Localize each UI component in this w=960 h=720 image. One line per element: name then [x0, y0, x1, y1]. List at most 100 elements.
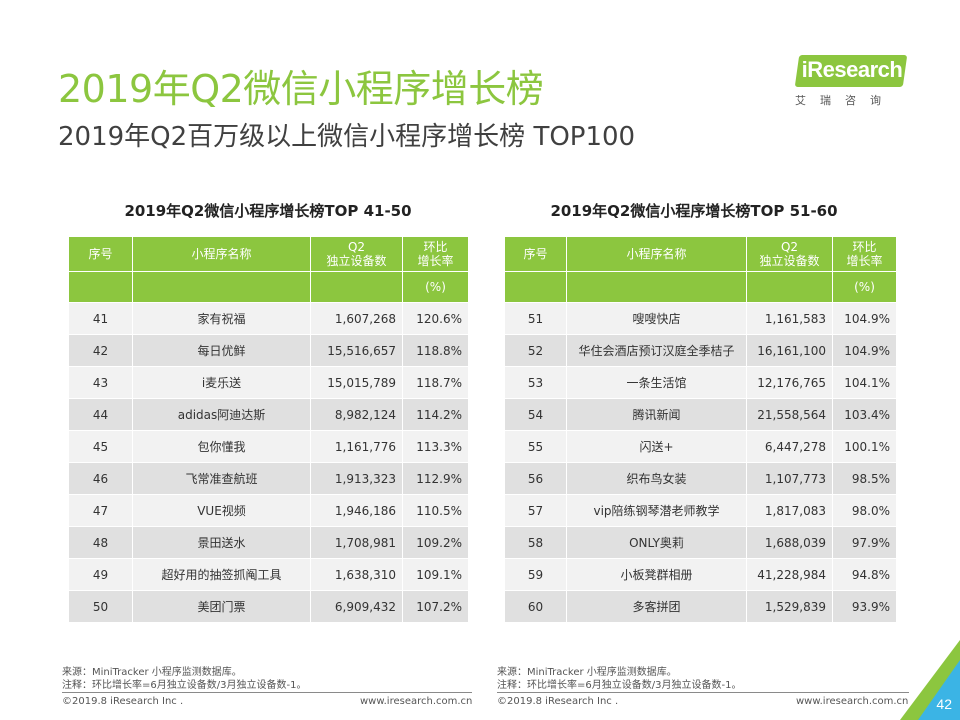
- header-row: 序号 小程序名称 Q2 独立设备数 环比 增长率: [504, 236, 897, 272]
- rank-header: 序号: [504, 236, 567, 272]
- devices-cell: 1,638,310: [310, 558, 403, 591]
- name-cell: 华住会酒店预订汉庭全季桔子: [566, 334, 747, 367]
- rank-header: 序号: [68, 236, 133, 272]
- table-row: 56 织布鸟女装 1,107,773 98.5%: [504, 462, 897, 495]
- table-row: 42 每日优鲜 15,516,657 118.8%: [68, 334, 469, 367]
- rank-cell: 51: [504, 302, 567, 335]
- growth-cell: 107.2%: [402, 590, 469, 623]
- formula-note: 注释：环比增长率=6月独立设备数/3月独立设备数-1。: [497, 680, 742, 691]
- iresearch-logo: iResearch 艾瑞咨询: [793, 52, 913, 112]
- table-row: 55 闪送+ 6,447,278 100.1%: [504, 430, 897, 463]
- growth-cell: 118.7%: [402, 366, 469, 399]
- rank-cell: 44: [68, 398, 133, 431]
- rank-cell: 45: [68, 430, 133, 463]
- devices-cell: 15,015,789: [310, 366, 403, 399]
- growth-cell: 104.1%: [832, 366, 897, 399]
- growth-cell: 98.5%: [832, 462, 897, 495]
- devices-cell: 1,946,186: [310, 494, 403, 527]
- devices-cell: 1,913,323: [310, 462, 403, 495]
- devices-cell: 21,558,564: [746, 398, 833, 431]
- unit-label: (%): [402, 271, 469, 303]
- growth-cell: 112.9%: [402, 462, 469, 495]
- devices-cell: 8,982,124: [310, 398, 403, 431]
- rank-cell: 46: [68, 462, 133, 495]
- page-title: 2019年Q2微信小程序增长榜: [58, 67, 544, 111]
- table-row: 53 一条生活馆 12,176,765 104.1%: [504, 366, 897, 399]
- name-cell: 多客拼团: [566, 590, 747, 623]
- growth-cell: 100.1%: [832, 430, 897, 463]
- growth-cell: 109.1%: [402, 558, 469, 591]
- name-cell: vip陪练钢琴潜老师教学: [566, 494, 747, 527]
- name-cell: 织布鸟女装: [566, 462, 747, 495]
- growth-cell: 93.9%: [832, 590, 897, 623]
- copyright: ©2019.8 iResearch Inc .: [62, 696, 184, 707]
- table-row: 48 景田送水 1,708,981 109.2%: [68, 526, 469, 559]
- name-cell: 景田送水: [132, 526, 311, 559]
- unit-label: (%): [832, 271, 897, 303]
- table-body: 41 家有祝福 1,607,268 120.6% 42 每日优鲜 15,516,657 118…: [68, 302, 469, 623]
- growth-cell: 94.8%: [832, 558, 897, 591]
- ranking-table-41-50: 序号 小程序名称 Q2 独立设备数 环比 增长率 (%) 41 家有祝福 1,607…: [68, 236, 469, 623]
- rank-cell: 47: [68, 494, 133, 527]
- growth-header-line1: 环比: [423, 240, 448, 254]
- table-row: 45 包你懂我 1,161,776 113.3%: [68, 430, 469, 463]
- page-number: 42: [936, 696, 952, 712]
- devices-header-line1: Q2: [347, 240, 366, 254]
- growth-cell: 104.9%: [832, 334, 897, 367]
- name-cell: 美团门票: [132, 590, 311, 623]
- growth-cell: 109.2%: [402, 526, 469, 559]
- name-header: 小程序名称: [132, 236, 311, 272]
- table-row: 57 vip陪练钢琴潜老师教学 1,817,083 98.0%: [504, 494, 897, 527]
- table-row: 51 嗖嗖快店 1,161,583 104.9%: [504, 302, 897, 335]
- rank-cell: 56: [504, 462, 567, 495]
- name-cell: 包你懂我: [132, 430, 311, 463]
- formula-note: 注释：环比增长率=6月独立设备数/3月独立设备数-1。: [62, 680, 307, 691]
- header-row: 序号 小程序名称 Q2 独立设备数 环比 增长率: [68, 236, 469, 272]
- table-row: 59 小板凳群相册 41,228,984 94.8%: [504, 558, 897, 591]
- table-row: 50 美团门票 6,909,432 107.2%: [68, 590, 469, 623]
- table-body: 51 嗖嗖快店 1,161,583 104.9% 52 华住会酒店预订汉庭全季桔子 16,1…: [504, 302, 897, 623]
- rank-cell: 55: [504, 430, 567, 463]
- website-link[interactable]: www.iresearch.com.cn: [360, 696, 473, 707]
- devices-cell: 1,161,776: [310, 430, 403, 463]
- growth-header-line2: 增长率: [846, 254, 883, 268]
- name-cell: 嗖嗖快店: [566, 302, 747, 335]
- rank-cell: 48: [68, 526, 133, 559]
- rank-cell: 58: [504, 526, 567, 559]
- devices-header-line2: 独立设备数: [759, 254, 820, 268]
- logo-tagline: 艾瑞咨询: [795, 94, 895, 107]
- table-row: 47 VUE视频 1,946,186 110.5%: [68, 494, 469, 527]
- name-cell: 小板凳群相册: [566, 558, 747, 591]
- table-row: 60 多客拼团 1,529,839 93.9%: [504, 590, 897, 623]
- table-row: 46 飞常准查航班 1,913,323 112.9%: [68, 462, 469, 495]
- table-row: 43 i麦乐送 15,015,789 118.7%: [68, 366, 469, 399]
- rank-cell: 50: [68, 590, 133, 623]
- table-row: 58 ONLY奥莉 1,688,039 97.9%: [504, 526, 897, 559]
- devices-cell: 1,688,039: [746, 526, 833, 559]
- unit-row: (%): [68, 271, 469, 303]
- table-row: 41 家有祝福 1,607,268 120.6%: [68, 302, 469, 335]
- name-cell: 家有祝福: [132, 302, 311, 335]
- growth-header-line2: 增长率: [417, 254, 454, 268]
- website-link[interactable]: www.iresearch.com.cn: [796, 696, 909, 707]
- growth-cell: 98.0%: [832, 494, 897, 527]
- devices-cell: 15,516,657: [310, 334, 403, 367]
- devices-cell: 1,529,839: [746, 590, 833, 623]
- name-cell: adidas阿迪达斯: [132, 398, 311, 431]
- devices-header-line1: Q2: [780, 240, 799, 254]
- devices-cell: 16,161,100: [746, 334, 833, 367]
- table-row: 49 超好用的抽签抓阄工具 1,638,310 109.1%: [68, 558, 469, 591]
- name-cell: VUE视频: [132, 494, 311, 527]
- unit-row: (%): [504, 271, 897, 303]
- rank-cell: 57: [504, 494, 567, 527]
- name-header: 小程序名称: [566, 236, 747, 272]
- rank-cell: 59: [504, 558, 567, 591]
- name-cell: 飞常准查航班: [132, 462, 311, 495]
- devices-cell: 12,176,765: [746, 366, 833, 399]
- growth-header-line1: 环比: [852, 240, 877, 254]
- ranking-table-51-60: 序号 小程序名称 Q2 独立设备数 环比 增长率 (%) 51 嗖嗖快店 1,161…: [504, 236, 897, 623]
- name-cell: i麦乐送: [132, 366, 311, 399]
- devices-cell: 1,161,583: [746, 302, 833, 335]
- rank-cell: 52: [504, 334, 567, 367]
- rank-cell: 54: [504, 398, 567, 431]
